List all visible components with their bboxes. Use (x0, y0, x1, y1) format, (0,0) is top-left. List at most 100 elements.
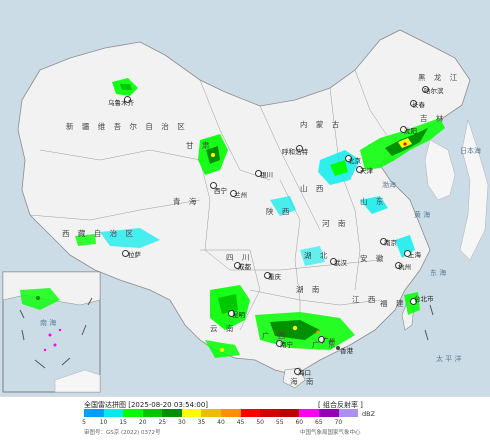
city-dot-wuhan (330, 258, 337, 265)
city-dot-lanzhou (230, 190, 237, 197)
inset-borneo (54, 369, 101, 393)
city-dot-haikou (294, 368, 301, 375)
legend-color-bar (84, 409, 359, 417)
region-label-sichuan: 四 川 (226, 253, 253, 262)
legend-swatch (103, 409, 124, 417)
region-label-jilin: 吉 林 (420, 114, 447, 123)
sea-label-nanhai: 南 海 (40, 319, 57, 327)
sea-label-bohai: 渤海 (382, 181, 396, 189)
city-label-lhasa: 拉萨 (128, 251, 141, 259)
region-label-xinjiang: 新 疆 维 吾 尔 自 治 区 (66, 122, 188, 131)
legend-tick-label: 65 (315, 419, 323, 426)
region-label-xizang: 西 藏 自 治 区 (62, 229, 137, 238)
legend-ticks: 5 10 15 20 25 30 35 40 45 50 55 60 65 70 (82, 419, 384, 427)
city-label-urumqi: 乌鲁木齐 (108, 99, 134, 107)
legend-tick-label: 40 (217, 419, 225, 426)
legend-tick-label: 50 (256, 419, 264, 426)
legend-swatch (240, 409, 261, 417)
legend-swatch (142, 409, 163, 417)
city-label-harbin: 哈尔滨 (424, 87, 444, 95)
city-label-beijing: 北京 (348, 157, 361, 165)
legend-tick-label: 70 (334, 419, 343, 426)
legend-tick-label: 45 (236, 419, 245, 426)
city-label-hohhot: 呼和浩特 (282, 148, 308, 156)
inset-coast (2, 271, 101, 306)
legend-swatch (338, 409, 359, 417)
map-approval-number: 审图号：GS京 (2022) 0372号 (84, 430, 161, 436)
legend-swatch (318, 409, 339, 417)
legend-tick-label: 10 (99, 419, 108, 426)
city-label-hongkong: 香港 (340, 347, 353, 355)
city-label-chongqing: 重庆 (268, 273, 281, 281)
legend-tick-label: 35 (197, 419, 206, 426)
city-dot-changchun (410, 100, 417, 107)
legend-tick-label: 5 (82, 419, 86, 426)
city-dot-lhasa (122, 250, 129, 257)
city-label-hangzhou: 杭州 (398, 263, 411, 271)
legend-tick-label: 15 (119, 419, 127, 426)
legend-swatch (84, 409, 104, 417)
region-label-shaanxi: 陕 西 (266, 207, 293, 216)
city-dot-chengdu (234, 262, 241, 269)
region-label-gansu: 甘 肃 (186, 141, 213, 150)
region-label-shandong: 山 东 (360, 197, 387, 206)
legend-swatch (162, 409, 182, 417)
inset-dash-line (19, 297, 93, 369)
city-label-changchun: 长春 (412, 101, 425, 109)
echo-inset (20, 288, 60, 310)
legend-swatch (201, 409, 222, 417)
region-label-heilongjiang: 黑 龙 江 (418, 73, 461, 82)
korea-land (424, 139, 456, 201)
city-label-shenyang: 沈阳 (404, 127, 417, 135)
sea-label-donghai: 东 海 (430, 269, 447, 277)
city-label-guangzhou: 广州 (322, 337, 335, 345)
radar-map[interactable]: 新 疆 维 吾 尔 自 治 区 西 藏 自 治 区 青 海 四 川 甘 肃 内 … (0, 0, 490, 396)
city-label-taipei: 台北市 (414, 295, 434, 303)
region-label-guangxi: 广 西 (262, 331, 289, 340)
city-dot-beijing (345, 155, 352, 162)
city-label-chengdu: 成都 (238, 263, 251, 271)
legend-tick-label: 30 (178, 419, 186, 426)
city-label-lanzhou: 兰州 (234, 191, 247, 199)
legend-product-label: [ 组合反射率 ] (318, 401, 363, 409)
city-label-nanjing: 南京 (384, 239, 397, 247)
city-dot-shanghai (404, 250, 411, 257)
sea-label-huanghai: 黄 海 (414, 211, 431, 219)
legend-unit: dBZ (362, 410, 376, 418)
city-dot-harbin (422, 86, 429, 93)
city-label-xining: 西宁 (214, 187, 227, 195)
region-label-yunnan: 云 南 (210, 324, 237, 333)
sea-label-riben: 日本海 (460, 147, 481, 155)
city-dot-chongqing (264, 272, 271, 279)
echo-shandong (360, 196, 388, 214)
region-label-anhui: 安 徽 (360, 254, 387, 263)
sea-label-taipingyang: 太 平 洋 (436, 355, 462, 363)
city-label-yinchuan: 银川 (260, 171, 273, 179)
region-label-hubei: 湖 北 (304, 251, 331, 260)
city-dot-kunming (228, 310, 235, 317)
legend-tick-label: 25 (158, 419, 167, 426)
legend-swatch (260, 409, 280, 417)
legend-swatch (279, 409, 300, 417)
legend-tick-label: 55 (275, 419, 284, 426)
legend-swatch (181, 409, 202, 417)
city-label-tianjin: 天津 (360, 167, 373, 175)
city-dot-yinchuan (255, 170, 262, 177)
legend-title: 全国雷达拼图 [2025-08-20 03:54:00] (84, 401, 209, 409)
legend-panel: 全国雷达拼图 [2025-08-20 03:54:00] [ 组合反射率 ] d… (0, 396, 490, 440)
city-label-nanning: 南宁 (280, 341, 293, 349)
city-dot-hangzhou (395, 262, 402, 269)
city-dot-taipei (410, 298, 417, 305)
region-label-qinghai: 青 海 (173, 197, 200, 206)
city-label-kunming: 昆明 (232, 311, 245, 319)
city-dot-nanjing (380, 238, 387, 245)
city-label-wuhan: 武汉 (334, 259, 347, 267)
legend-tick-label: 60 (295, 419, 304, 426)
region-label-fujian: 福 建 (380, 299, 407, 308)
city-label-shanghai: 上海 (408, 251, 421, 259)
radar-echo-layer (20, 78, 445, 358)
city-dot-tianjin (356, 166, 363, 173)
legend-swatch (123, 409, 143, 417)
city-dot-nanning (276, 340, 283, 347)
legend-swatch (299, 409, 319, 417)
